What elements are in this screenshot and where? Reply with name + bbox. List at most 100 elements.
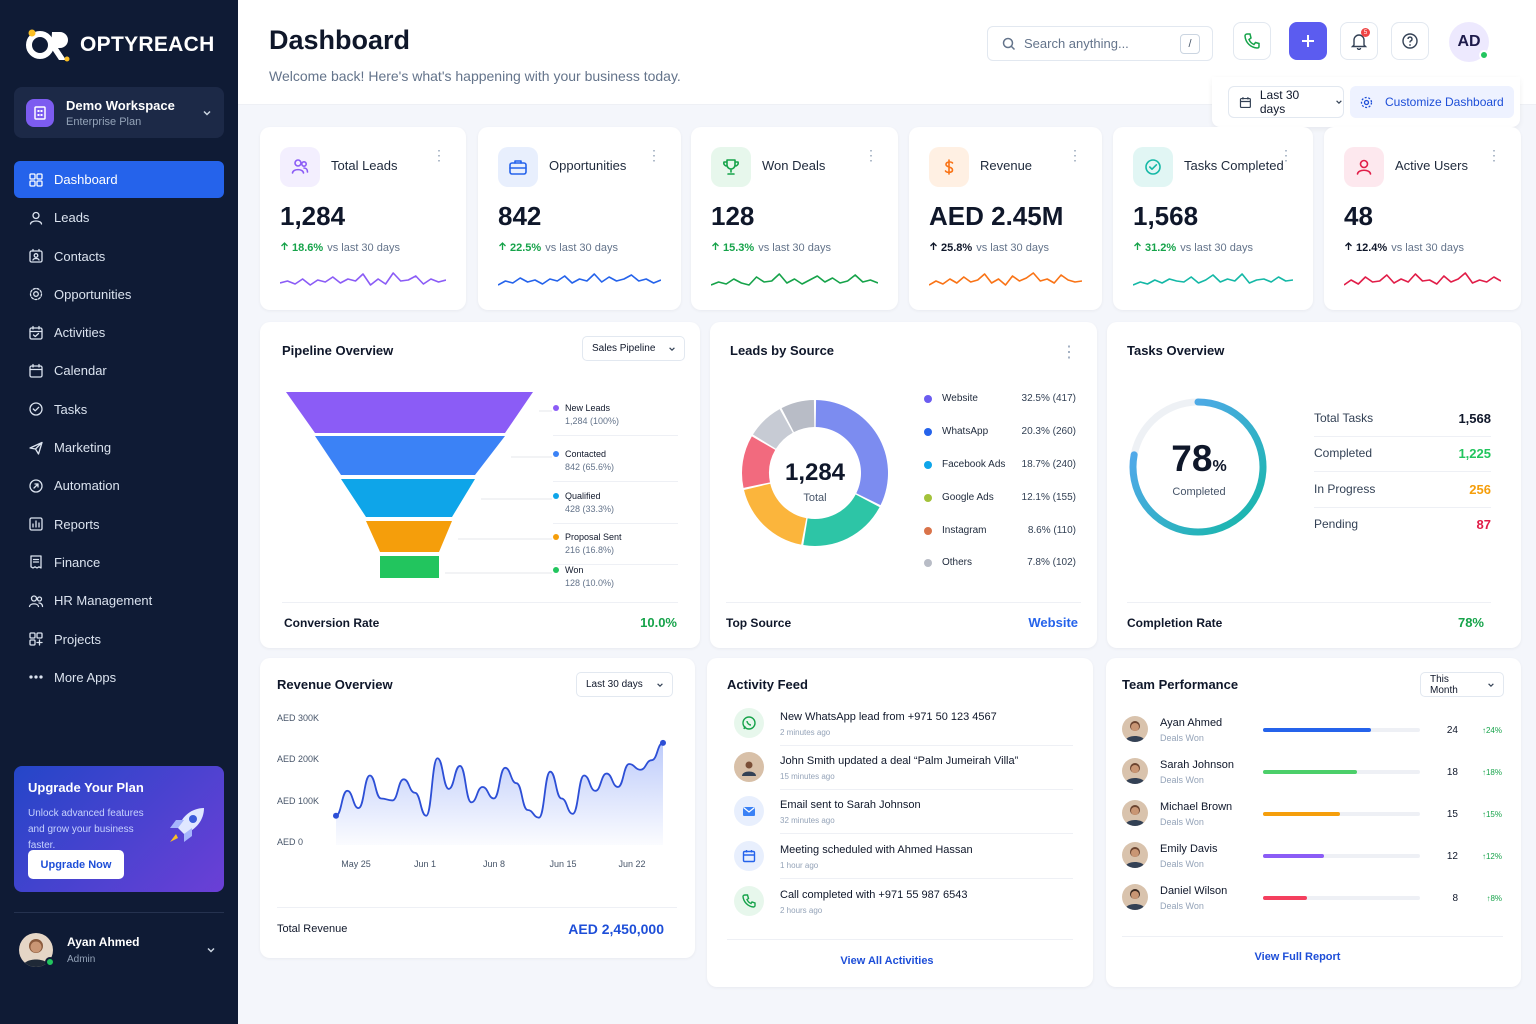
kpi-card-total-leads[interactable]: Total Leads ⋮ 1,284 18.6% vs last 30 days [260,127,466,310]
more-options-icon[interactable]: ⋮ [1061,344,1077,361]
sidebar-item-dashboard[interactable]: Dashboard [14,161,224,198]
kpi-card-active-users[interactable]: Active Users ⋮ 48 12.4% vs last 30 days [1324,127,1521,310]
y-tick-label: AED 100K [277,796,319,806]
performance-bar-fill [1263,854,1325,858]
kpi-card-revenue[interactable]: Revenue ⋮ AED 2.45M 25.8% vs last 30 days [909,127,1102,310]
workspace-switcher[interactable]: Demo Workspace Enterprise Plan [14,87,224,138]
more-options-icon[interactable]: ⋮ [1279,147,1293,163]
sidebar-item-automation[interactable]: Automation [14,467,224,504]
settings-gear-icon [1360,96,1373,108]
arrow-up-icon: ↑ [1481,810,1486,819]
pipeline-overview-card: Pipeline Overview Sales Pipeline New Lea… [260,322,700,648]
activity-text[interactable]: New WhatsApp lead from +971 50 123 4567 [780,711,997,723]
dashboard-filter-bar: Last 30 days Customize Dashboard [1212,77,1520,127]
kpi-value: 1,568 [1133,201,1199,231]
notification-badge: 5 [1361,28,1370,37]
kpi-card-tasks-completed[interactable]: Tasks Completed ⋮ 1,568 31.2% vs last 30 day… [1113,127,1313,310]
search-box: / [987,26,1213,61]
page-subtitle: Welcome back! Here's what's happening wi… [269,68,681,84]
customize-dashboard-button[interactable]: Customize Dashboard [1350,86,1514,118]
sidebar-item-label: More Apps [54,669,117,685]
revenue-end-point [660,739,666,746]
sidebar-item-more-apps[interactable]: More Apps [14,659,224,696]
team-period-select[interactable]: This Month [1420,672,1504,697]
more-options-icon[interactable]: ⋮ [1068,147,1082,163]
projects-icon [28,631,54,647]
sidebar-item-label: Tasks [54,401,88,417]
create-new-button[interactable] [1289,22,1327,60]
member-subtitle: Deals Won [1160,817,1204,827]
sidebar-item-reports[interactable]: Reports [14,506,224,543]
sidebar-item-opportunities[interactable]: Opportunities [14,276,224,313]
pipeline-select[interactable]: Sales Pipeline [582,336,685,361]
activity-text[interactable]: Call completed with +971 55 987 6543 [780,889,968,901]
sidebar-item-marketing[interactable]: Marketing [14,429,224,466]
sidebar-item-tasks[interactable]: Tasks [14,391,224,428]
date-range-select[interactable]: Last 30 days [1228,86,1344,118]
donut-slice-facebook-ads [744,483,807,545]
activity-text[interactable]: Meeting scheduled with Ahmed Hassan [780,844,973,856]
kpi-card-opportunities[interactable]: Opportunities ⋮ 842 22.5% vs last 30 days [478,127,681,310]
notifications-button[interactable]: 5 [1340,22,1378,60]
member-name: Emily Davis [1160,843,1218,855]
view-full-report-link[interactable]: View Full Report [1254,951,1341,963]
sidebar-item-calendar[interactable]: Calendar [14,352,224,389]
brand-logo[interactable]: OPTYREACH [26,28,215,62]
member-name: Ayan Ahmed [1160,717,1223,729]
task-stat-row: Total Tasks 1,568 [1314,411,1491,426]
row-divider [780,789,1073,790]
search-input[interactable] [1024,36,1174,51]
more-options-icon[interactable]: ⋮ [432,147,446,163]
sidebar-nav: Dashboard Leads Contacts Opportunities Activ… [14,161,224,697]
check-circle-icon [28,401,54,417]
kpi-change: 12.4% vs last 30 days [1344,242,1464,254]
view-all-activities-link[interactable]: View All Activities [840,955,934,967]
performance-bar [1263,770,1420,774]
sidebar-item-label: Automation [54,478,120,494]
tasks-completion-ring [1129,398,1267,536]
call-button[interactable] [1233,22,1271,60]
kpi-card-won-deals[interactable]: Won Deals ⋮ 128 15.3% vs last 30 days [691,127,898,310]
sidebar: OPTYREACH Demo Workspace Enterprise Plan… [0,0,238,1024]
top-source-value[interactable]: Website [1028,615,1078,630]
kpi-change-percent: 31.2% [1145,242,1177,254]
help-button[interactable] [1391,22,1429,60]
kpi-period: vs last 30 days [1391,242,1464,254]
kpi-change: 15.3% vs last 30 days [711,242,831,254]
date-range-label: Last 30 days [1259,88,1300,116]
legend-dot [553,493,559,499]
source-value: 7.8% (102) [1027,557,1076,568]
phone-icon [734,886,764,916]
sidebar-item-activities[interactable]: Activities [14,314,224,351]
user-profile[interactable]: Ayan Ahmed Admin [14,912,224,1024]
kpi-period: vs last 30 days [758,242,831,254]
task-stat-row: Pending 87 [1314,517,1491,532]
sidebar-item-finance[interactable]: Finance [14,544,224,581]
activity-text[interactable]: Email sent to Sarah Johnson [780,799,921,811]
funnel-stage-qualified [341,479,475,517]
kpi-change-percent: 12.4% [1356,242,1388,254]
sidebar-item-projects[interactable]: Projects [14,621,224,658]
revenue-range-label: Last 30 days [586,679,643,690]
workspace-name: Demo Workspace [66,97,175,113]
sparkline-line [711,273,878,286]
revenue-range-select[interactable]: Last 30 days [576,672,673,697]
kpi-value: 128 [711,201,755,231]
upgrade-now-button[interactable]: Upgrade Now [28,850,124,879]
performance-bar [1263,854,1420,858]
revenue-area-fill [336,742,663,845]
sidebar-item-leads[interactable]: Leads [14,199,224,236]
sidebar-item-contacts[interactable]: Contacts [14,238,224,275]
sidebar-item-hr-management[interactable]: HR Management [14,582,224,619]
avatar [1122,758,1148,784]
kpi-label: Active Users [1395,158,1468,173]
more-options-icon[interactable]: ⋮ [647,147,661,163]
sidebar-item-label: Finance [54,554,101,570]
chevron-down-icon[interactable] [206,945,216,955]
row-divider [780,833,1073,834]
kpi-value: 1,284 [280,201,346,231]
more-options-icon[interactable]: ⋮ [1487,147,1501,163]
more-options-icon[interactable]: ⋮ [864,147,878,163]
activity-text[interactable]: John Smith updated a deal “Palm Jumeirah… [780,755,1019,767]
kpi-change-percent: 22.5% [510,242,542,254]
